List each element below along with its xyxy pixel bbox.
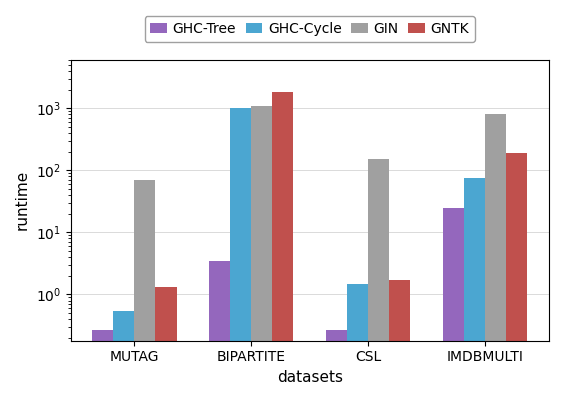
Bar (506, 153, 527, 400)
Bar (368, 160, 389, 400)
Bar (156, 288, 177, 400)
Bar (389, 280, 411, 400)
X-axis label: datasets: datasets (277, 370, 343, 385)
Bar (92, 330, 113, 400)
Bar (113, 311, 134, 400)
Y-axis label: runtime: runtime (15, 170, 30, 230)
Bar (272, 92, 293, 400)
Bar (443, 208, 464, 400)
Bar (464, 178, 485, 400)
Bar (230, 108, 252, 400)
Bar (347, 284, 368, 400)
Legend: GHC-Tree, GHC-Cycle, GIN, GNTK: GHC-Tree, GHC-Cycle, GIN, GNTK (145, 16, 475, 42)
Bar (326, 330, 347, 400)
Bar (252, 106, 272, 400)
Bar (209, 261, 230, 400)
Bar (134, 180, 156, 400)
Bar (485, 114, 506, 400)
